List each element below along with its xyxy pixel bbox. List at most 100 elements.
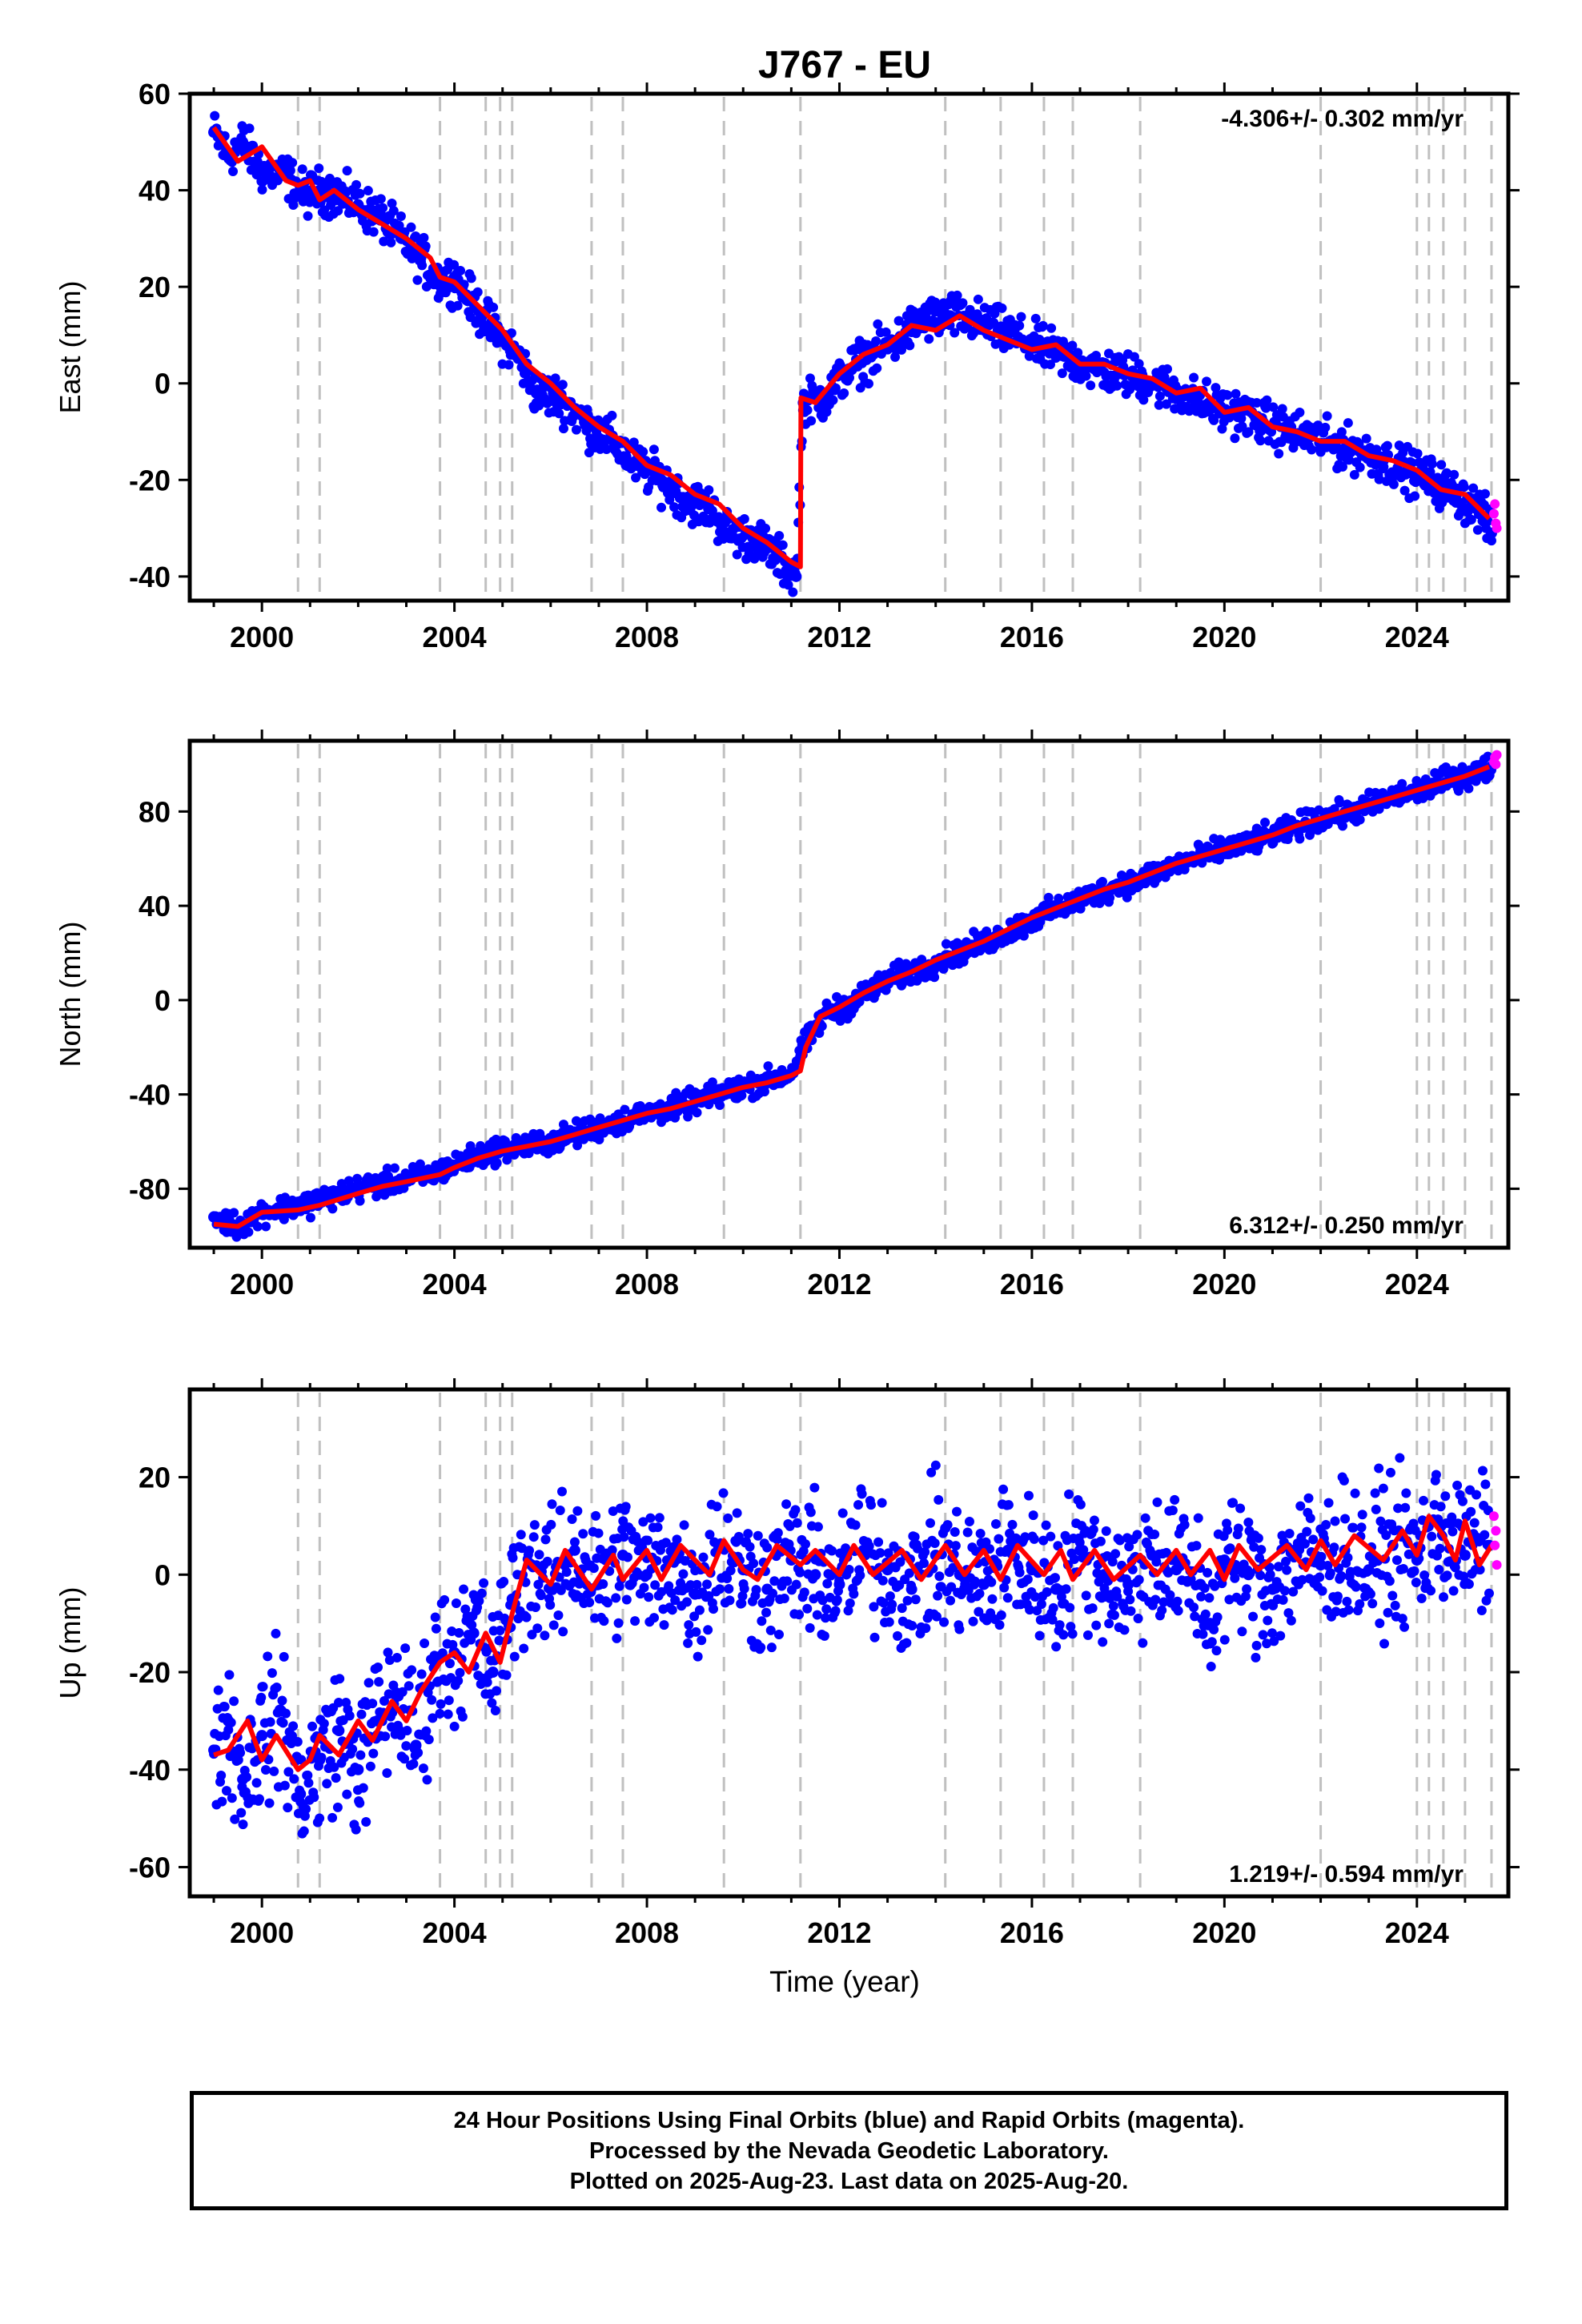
up-cloud-point — [521, 1612, 532, 1622]
east-cloud-point — [1320, 422, 1331, 432]
up-cloud-point — [1308, 1534, 1319, 1545]
east-rapid-point — [1492, 523, 1502, 533]
east-rate-label: -4.306+/- 0.302 mm/yr — [1221, 106, 1464, 132]
up-cloud-point — [645, 1513, 656, 1523]
up-cloud-point — [1391, 1555, 1402, 1566]
up-cloud-point — [355, 1798, 365, 1808]
up-cloud-point — [1340, 1514, 1351, 1524]
up-cloud-point — [379, 1696, 389, 1707]
up-cloud-point — [975, 1529, 986, 1539]
up-cloud-point — [309, 1792, 319, 1803]
east-cloud-point — [1449, 469, 1460, 480]
up-cloud-point — [271, 1628, 281, 1638]
up-cloud-point — [223, 1725, 234, 1735]
up-cloud-point — [1411, 1578, 1421, 1588]
up-cloud-point — [693, 1651, 703, 1662]
north-y-tick-label: 40 — [139, 890, 171, 923]
east-x-tick-label: 2020 — [1192, 621, 1256, 653]
north-cloud-point — [229, 1208, 239, 1218]
east-cloud-point — [1307, 444, 1317, 455]
up-cloud-point — [875, 1548, 885, 1558]
up-cloud-point — [841, 1543, 851, 1554]
up-cloud-point — [773, 1630, 784, 1640]
up-cloud-point — [1325, 1568, 1335, 1578]
up-cloud-point — [449, 1721, 460, 1731]
east-cloud-point — [1016, 312, 1026, 322]
north-cloud-point — [492, 1158, 502, 1168]
up-cloud-point — [883, 1548, 893, 1558]
up-cloud-point — [301, 1804, 311, 1815]
east-cloud-point — [924, 334, 934, 344]
up-cloud-point — [619, 1532, 629, 1542]
up-cloud-point — [1374, 1463, 1384, 1474]
up-cloud-point — [1065, 1602, 1075, 1613]
up-cloud-point — [1233, 1523, 1243, 1534]
up-cloud-point — [332, 1802, 343, 1812]
up-cloud-point — [283, 1767, 294, 1777]
up-cloud-point — [1286, 1615, 1296, 1626]
up-cloud-point — [216, 1771, 227, 1781]
up-final-point — [1219, 1554, 1231, 1566]
up-cloud-point — [652, 1522, 663, 1533]
up-cloud-point — [689, 1611, 700, 1622]
up-final-point — [1195, 1578, 1207, 1590]
up-cloud-point — [1022, 1574, 1033, 1585]
up-cloud-point — [844, 1565, 854, 1575]
up-cloud-point — [1134, 1574, 1144, 1585]
up-cloud-point — [424, 1735, 434, 1745]
east-x-tick-label: 2012 — [807, 621, 871, 653]
up-cloud-point — [934, 1571, 945, 1582]
up-cloud-point — [762, 1542, 773, 1553]
up-cloud-point — [421, 1726, 432, 1736]
up-cloud-point — [355, 1750, 366, 1760]
up-cloud-point — [753, 1530, 763, 1541]
east-cloud-point — [1046, 323, 1057, 333]
up-cloud-point — [1476, 1605, 1487, 1615]
north-x-tick-label: 2024 — [1385, 1268, 1449, 1301]
up-x-tick-label: 2020 — [1192, 1916, 1256, 1949]
up-cloud-point — [1265, 1570, 1275, 1580]
up-cloud-point — [540, 1534, 551, 1545]
up-cloud-point — [920, 1546, 930, 1557]
up-cloud-point — [837, 1508, 848, 1518]
east-cloud-point — [1024, 351, 1034, 361]
east-cloud-point — [1091, 351, 1102, 361]
east-cloud-point — [1230, 433, 1240, 444]
up-cloud-point — [751, 1585, 761, 1595]
up-x-tick-label: 2024 — [1385, 1916, 1449, 1949]
up-cloud-point — [683, 1638, 693, 1648]
east-x-tick-label: 2024 — [1385, 621, 1449, 653]
up-cloud-point — [1336, 1570, 1347, 1581]
east-cloud-point — [1161, 399, 1171, 409]
up-cloud-point — [1109, 1610, 1119, 1620]
east-x-tick-label: 2008 — [615, 621, 679, 653]
up-cloud-point — [344, 1711, 355, 1721]
up-cloud-point — [217, 1796, 227, 1807]
up-x-tick-label: 2004 — [423, 1916, 487, 1949]
up-rapid-point — [1490, 1540, 1500, 1550]
up-cloud-point — [817, 1595, 828, 1606]
up-cloud-point — [501, 1670, 512, 1680]
up-cloud-point — [1255, 1570, 1266, 1581]
north-cloud-point — [1397, 778, 1407, 789]
north-x-tick-label: 2016 — [1000, 1268, 1064, 1301]
up-cloud-point — [1126, 1606, 1136, 1616]
north-x-tick-label: 2012 — [807, 1268, 871, 1301]
up-cloud-point — [1061, 1584, 1071, 1594]
up-final-point — [314, 1754, 326, 1766]
up-cloud-point — [1067, 1629, 1078, 1639]
up-cloud-point — [1317, 1586, 1327, 1596]
up-cloud-point — [1439, 1592, 1449, 1602]
up-y-tick-label: -20 — [129, 1656, 171, 1689]
up-cloud-point — [680, 1555, 690, 1566]
up-cloud-point — [1069, 1554, 1079, 1565]
up-cloud-point — [1416, 1593, 1427, 1603]
north-cloud-point — [1355, 814, 1365, 825]
up-cloud-point — [1305, 1513, 1315, 1523]
up-final-point — [1002, 1544, 1014, 1556]
up-cloud-point — [1158, 1597, 1169, 1607]
east-cloud-point — [1344, 455, 1355, 465]
up-cloud-point — [1036, 1599, 1046, 1610]
up-cloud-point — [1200, 1609, 1211, 1619]
up-cloud-point — [1332, 1591, 1343, 1602]
